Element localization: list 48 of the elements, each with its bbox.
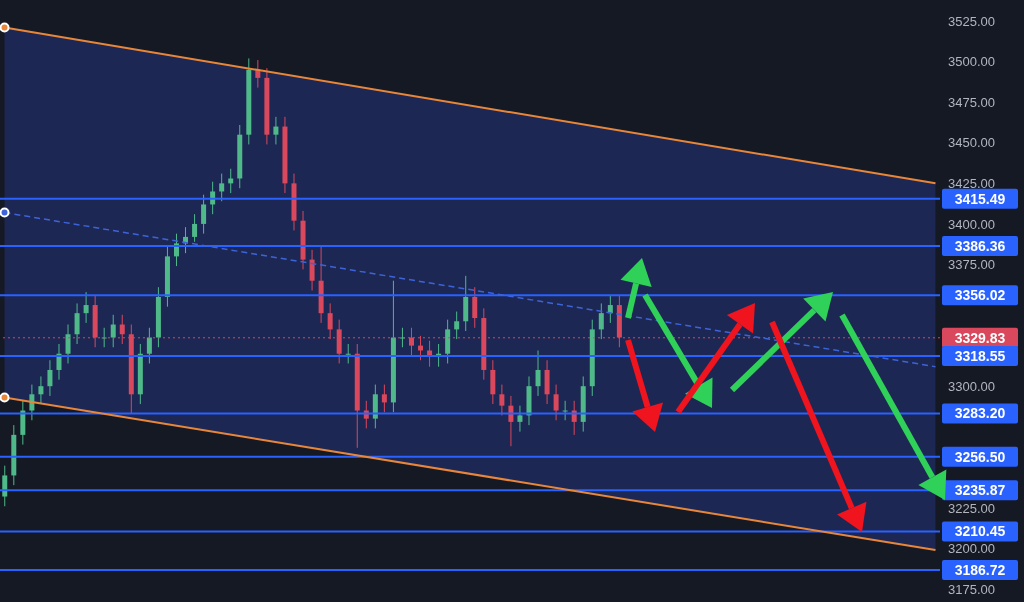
candlestick xyxy=(47,359,53,397)
candlestick xyxy=(29,384,35,421)
ref-line-label: 3186.72 xyxy=(954,562,1006,578)
candlestick xyxy=(2,465,8,507)
candlestick xyxy=(562,400,568,421)
ref-line-label: 3235.87 xyxy=(954,482,1006,499)
ref-line-label: 3329.83 xyxy=(954,329,1006,346)
candlestick xyxy=(399,327,405,348)
candlestick xyxy=(553,384,559,421)
candlestick xyxy=(101,327,107,348)
ref-line-label: 3356.02 xyxy=(954,287,1006,304)
candlestick xyxy=(598,302,604,340)
candlestick xyxy=(381,384,387,413)
candlestick xyxy=(146,327,152,364)
candlestick xyxy=(454,311,460,340)
y-tick-label: 3525.00 xyxy=(948,13,995,29)
ref-line-label: 3386.36 xyxy=(954,238,1006,255)
ref-line-label: 3415.49 xyxy=(954,190,1006,207)
y-tick-label: 3400.00 xyxy=(948,216,995,232)
ref-line-label: 3283.20 xyxy=(954,405,1006,422)
candlestick xyxy=(273,116,279,145)
y-tick-label: 3200.00 xyxy=(948,541,995,557)
candlestick xyxy=(110,314,116,348)
ref-line-label: 3210.45 xyxy=(954,523,1006,540)
candlestick xyxy=(83,291,89,324)
candlestick xyxy=(192,213,198,243)
ref-line-label: 3318.55 xyxy=(954,348,1006,365)
candlestick xyxy=(201,194,207,235)
candlestick xyxy=(228,168,234,194)
y-tick-label: 3475.00 xyxy=(948,94,995,110)
y-tick-label: 3175.00 xyxy=(948,581,995,597)
candlestick xyxy=(472,286,478,329)
y-tick-label: 3225.00 xyxy=(948,500,995,516)
y-tick-label: 3300.00 xyxy=(948,378,995,394)
y-tick-label: 3500.00 xyxy=(948,54,995,70)
candlestick xyxy=(309,249,315,291)
candlestick xyxy=(517,405,523,433)
candlestick xyxy=(345,343,351,364)
ref-line-label: 3256.50 xyxy=(954,448,1006,465)
y-tick-label: 3450.00 xyxy=(948,135,995,151)
y-tick-label: 3375.00 xyxy=(948,257,995,273)
y-tick-label: 3425.00 xyxy=(948,175,995,191)
candlestick xyxy=(219,173,225,202)
candlestick xyxy=(535,349,541,397)
candlestick xyxy=(74,302,80,345)
candlestick xyxy=(38,375,44,405)
candlestick xyxy=(499,384,505,416)
candlestick xyxy=(65,324,71,364)
